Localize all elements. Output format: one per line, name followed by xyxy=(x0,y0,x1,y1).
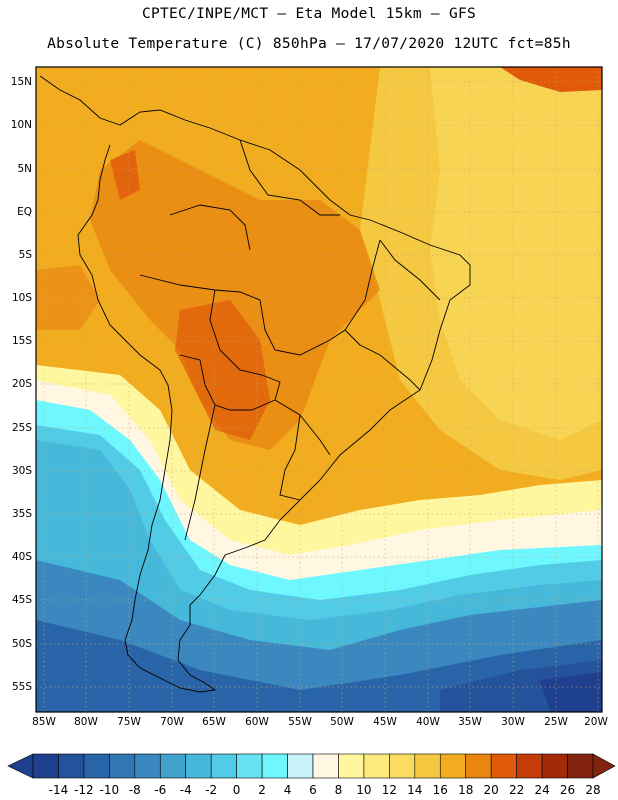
lon-label: 35W xyxy=(458,716,482,728)
colorbar-swatch xyxy=(567,753,594,779)
colorbar-label: 2 xyxy=(258,783,266,797)
colorbar-arrow-low xyxy=(7,753,34,779)
colorbar-swatch xyxy=(312,753,339,779)
lat-label: 50S xyxy=(11,638,32,650)
colorbar-label: 24 xyxy=(534,783,550,797)
colorbar-swatch xyxy=(465,753,492,779)
colorbar-swatch xyxy=(490,753,517,779)
colorbar-swatch xyxy=(210,753,237,779)
colorbar-label: 20 xyxy=(483,783,499,797)
colorbar-swatch xyxy=(261,753,288,779)
lat-label: 55S xyxy=(11,681,32,693)
lat-label: 35S xyxy=(11,508,32,520)
colorbar-label: -6 xyxy=(154,783,167,797)
lat-label: 10N xyxy=(10,119,32,131)
colorbar-label: 8 xyxy=(334,783,343,797)
colorbar-label: 14 xyxy=(407,783,423,797)
lat-label: 5N xyxy=(17,163,32,175)
lat-label: 25S xyxy=(11,422,32,434)
colorbar-label: 6 xyxy=(309,783,317,797)
colorbar-swatch xyxy=(338,753,365,779)
lon-label: 80W xyxy=(74,716,98,728)
colorbar xyxy=(7,753,616,779)
colorbar-label: 22 xyxy=(508,783,525,797)
lat-label: 30S xyxy=(11,465,32,477)
colorbar-swatch xyxy=(83,753,110,779)
lon-label: 65W xyxy=(202,716,226,728)
colorbar-swatch xyxy=(363,753,390,779)
lat-label: 40S xyxy=(11,551,32,563)
colorbar-label: 18 xyxy=(458,783,474,797)
colorbar-swatch xyxy=(516,753,543,779)
lon-label: 55W xyxy=(288,716,312,728)
lon-label: 40W xyxy=(416,716,440,728)
lon-label: 25W xyxy=(544,716,568,728)
lon-label: 60W xyxy=(245,716,269,728)
lat-label: 20S xyxy=(11,378,32,390)
lat-label: 15N xyxy=(10,76,32,88)
colorbar-label: 0 xyxy=(232,783,241,797)
colorbar-label: -8 xyxy=(128,783,141,797)
colorbar-swatch xyxy=(439,753,467,779)
colorbar-swatch xyxy=(159,753,187,779)
colorbar-label: 26 xyxy=(559,783,576,797)
colorbar-label: 12 xyxy=(381,783,397,797)
colorbar-label: -10 xyxy=(99,783,120,797)
colorbar-label: -14 xyxy=(48,783,69,797)
colorbar-swatch xyxy=(109,753,136,779)
colorbar-label: -12 xyxy=(74,783,94,797)
lon-label: 45W xyxy=(373,716,397,728)
colorbar-label: -2 xyxy=(205,783,218,797)
colorbar-swatch xyxy=(414,753,441,779)
colorbar-label: 16 xyxy=(432,783,448,797)
lat-label: 10S xyxy=(11,292,32,304)
temperature-map xyxy=(36,67,602,712)
lat-label: 5S xyxy=(18,249,32,261)
lat-label: 45S xyxy=(11,594,32,606)
colorbar-arrow-high xyxy=(592,753,616,779)
coastline xyxy=(39,75,471,693)
lon-label: 30W xyxy=(501,716,525,728)
lat-label: EQ xyxy=(17,206,32,218)
lon-label: 70W xyxy=(160,716,184,728)
colorbar-swatch xyxy=(185,753,212,779)
lon-label: 20W xyxy=(584,716,608,728)
colorbar-swatch xyxy=(236,753,263,779)
colorbar-label: 28 xyxy=(585,783,601,797)
lat-label: 15S xyxy=(11,335,32,347)
lon-label: 50W xyxy=(330,716,354,728)
colorbar-label: 10 xyxy=(356,783,372,797)
colorbar-swatch xyxy=(134,753,161,779)
title-line-1: CPTEC/INPE/MCT – Eta Model 15km – GFS xyxy=(141,6,477,22)
lon-label: 75W xyxy=(117,716,141,728)
colorbar-swatch xyxy=(58,753,85,779)
colorbar-label: -4 xyxy=(179,783,192,797)
colorbar-swatch xyxy=(541,753,568,779)
colorbar-swatch xyxy=(287,753,314,779)
colorbar-swatch xyxy=(389,753,416,779)
map-frame xyxy=(35,66,603,713)
colorbar-label: 4 xyxy=(283,783,292,797)
title-line-2: Absolute Temperature (C) 850hPa – 17/07/… xyxy=(47,36,571,52)
lon-label: 85W xyxy=(32,716,56,728)
colorbar-swatch xyxy=(32,753,59,779)
